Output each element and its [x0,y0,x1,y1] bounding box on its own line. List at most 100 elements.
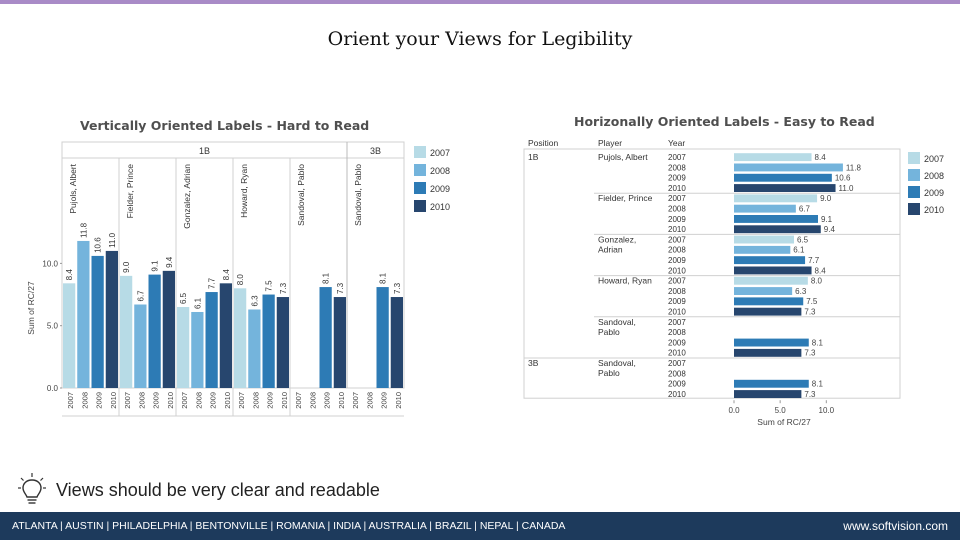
bar-value-label: 7.3 [804,308,816,317]
legend-label: 2009 [924,188,944,198]
legend-swatch [414,146,426,158]
bar-value-label: 7.7 [808,256,820,265]
player-label: Gonzalez, Adrian [598,234,636,254]
bar-value-label: 11.8 [79,222,88,238]
player-label: Fielder, Prince [125,164,135,219]
year-label: 2010 [668,308,686,317]
lightbulb-icon [18,473,46,504]
bar [333,297,346,388]
year-label: 2009 [668,256,686,265]
bar-value-label: 8.1 [812,380,824,389]
bar [734,338,809,347]
bar [734,215,818,223]
legend-swatch [908,203,920,215]
position-label: 1B [528,152,539,162]
year-label: 2007 [668,277,686,286]
legend-label: 2008 [924,171,944,181]
bar [162,270,175,388]
bar-value-label: 6.7 [136,290,145,302]
bar-value-label: 6.7 [799,205,811,214]
right-plot-frame [523,148,901,399]
bar-value-label: 11.0 [108,232,117,248]
year-label: 2008 [668,369,686,378]
bar-value-label: 7.3 [804,349,816,358]
bar [390,297,403,388]
year-label: 2009 [380,392,389,409]
bar [734,204,796,213]
year-label: 2008 [668,205,686,214]
bar-value-label: 6.5 [797,235,809,244]
bar [734,307,802,316]
left-chart-title: Vertically Oriented Labels - Hard to Rea… [80,118,370,133]
year-label: 2010 [668,225,686,234]
bar-value-label: 7.3 [804,390,816,399]
year-label: 2007 [668,359,686,368]
bar [91,255,104,388]
year-label: 2010 [394,392,403,409]
bar-value-label: 8.1 [322,272,331,284]
year-label: 2010 [668,349,686,358]
bar [734,153,812,162]
bar [734,225,821,234]
year-label: 2007 [66,392,75,409]
year-label: 2007 [668,153,686,162]
year-label: 2008 [668,246,686,255]
bar-value-label: 7.5 [265,280,274,292]
footer-bar: ATLANTA | AUSTIN | PHILADELPHIA | BENTON… [0,512,960,540]
legend-swatch [414,182,426,194]
year-label: 2009 [668,297,686,306]
year-label: 2008 [194,392,203,409]
footer-website-link[interactable]: www.softvision.com [843,519,948,533]
bar [734,173,832,182]
year-label: 2009 [668,338,686,347]
bar-value-label: 8.0 [811,277,823,286]
bar [734,276,808,285]
legend-swatch [908,152,920,164]
bar-value-label: 6.1 [193,297,202,309]
legend-label: 2007 [924,154,944,164]
year-label: 2009 [209,392,218,409]
legend-label: 2010 [924,205,944,215]
bar [734,390,802,398]
legend-label: 2007 [430,148,450,158]
bar [319,287,332,388]
bar [148,274,161,388]
left-position-label-1b: 1B [199,146,210,156]
year-label: 2008 [80,392,89,409]
bar-value-label: 7.7 [208,277,217,289]
bar [734,297,804,306]
bar-value-label: 9.0 [122,261,131,273]
year-label: 2007 [668,318,686,327]
position-label: 3B [528,358,539,368]
vertical-labels-chart-svg: 1B 3B 0.0 5.0 10.0 Sum of RC/27 Pujols, Albert… [26,141,450,417]
bar-value-label: 10.6 [94,237,103,253]
bar [734,348,802,357]
bar-value-label: 6.3 [250,295,259,307]
year-label: 2007 [668,235,686,244]
x-tick-label: 5.0 [775,406,787,415]
legend-swatch [414,164,426,176]
year-label: 2007 [180,392,189,409]
bar-value-label: 7.3 [336,282,345,294]
bar [262,294,275,388]
year-label: 2008 [365,392,374,409]
bar [219,283,232,388]
bar [734,194,818,203]
bar-value-label: 8.0 [236,274,245,286]
bar [134,304,147,388]
year-label: 2008 [137,392,146,409]
bar [734,379,809,388]
x-tick-label: 0.0 [728,406,740,415]
footer-cities: ATLANTA | AUSTIN | PHILADELPHIA | BENTON… [12,520,566,532]
year-label: 2009 [323,392,332,409]
bar-value-label: 7.5 [806,297,818,306]
bar-value-label: 11.8 [846,163,862,172]
player-label: Pujols, Albert [598,152,648,162]
bar-value-label: 8.1 [812,338,824,347]
bar [734,235,794,244]
column-header: Year [668,138,685,148]
legend-swatch [908,169,920,181]
bar-value-label: 7.3 [393,282,402,294]
caption-row: Views should be very clear and readable [14,470,380,510]
year-label: 2009 [668,380,686,389]
